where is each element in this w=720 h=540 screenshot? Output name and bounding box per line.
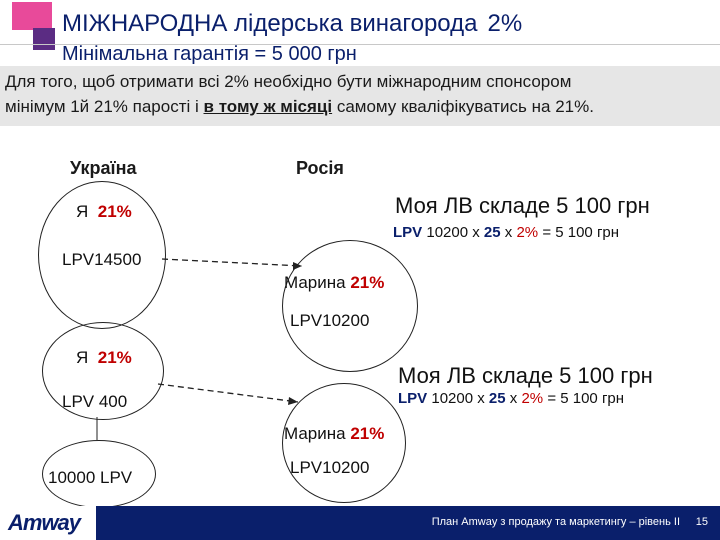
banner-line-1: Для того, щоб отримати всі 2% необхідно …	[5, 72, 572, 91]
me-lpv-top: LPV14500	[62, 250, 142, 269]
page-subtitle: Мінімальна гарантія = 5 000 грн	[62, 43, 357, 65]
country-ukraine: Україна	[70, 158, 137, 178]
info-banner-text: Для того, щоб отримати всі 2% необхідно …	[5, 69, 711, 119]
footer-bar	[0, 506, 720, 540]
footer-text: План Amway з продажу та маркетингу – рів…	[431, 516, 680, 528]
calc-text-top: LPV 10200 x 25 x 2% = 5 100 грн	[393, 224, 620, 241]
country-russia: Росія	[296, 158, 344, 178]
result-text-bottom: Моя ЛВ складе 5 100 грн	[398, 363, 653, 388]
partner-label-bottom: Марина 21%	[284, 424, 385, 443]
title-divider	[0, 44, 720, 45]
child-lpv-bottom: 10000 LPV	[48, 468, 133, 487]
circle-partner-bottom	[282, 383, 406, 503]
calc-text-bottom: LPV 10200 x 25 x 2% = 5 100 грн	[398, 390, 625, 407]
me-lpv-bottom: LPV 400	[62, 392, 128, 411]
dashed-connector-bottom	[157, 383, 299, 403]
page-number: 15	[695, 516, 708, 528]
arrow-head-bottom	[288, 397, 298, 405]
circle-partner-top	[282, 240, 418, 372]
me-label-bottom: Я 21%	[76, 348, 132, 367]
me-label-top: Я 21%	[76, 202, 132, 221]
partner-lpv-top: LPV10200	[290, 311, 370, 330]
page-title: МІЖНАРОДНА лідерська винагорода 2%	[62, 10, 523, 37]
partner-lpv-bottom: LPV10200	[290, 458, 370, 477]
banner-line-2: мінімум 1й 21% парості і в тому ж місяці…	[5, 97, 594, 116]
dashed-connector-top	[161, 258, 303, 267]
logo-background	[0, 506, 96, 540]
circle-me-bottom	[42, 322, 164, 420]
banner-emphasis: в тому ж місяці	[203, 97, 333, 116]
result-text-top: Моя ЛВ складе 5 100 грн	[395, 193, 650, 218]
amway-logo: Amway	[8, 510, 81, 535]
accent-square-pink	[12, 2, 52, 30]
partner-label-top: Марина 21%	[284, 273, 385, 292]
info-banner	[0, 66, 720, 126]
